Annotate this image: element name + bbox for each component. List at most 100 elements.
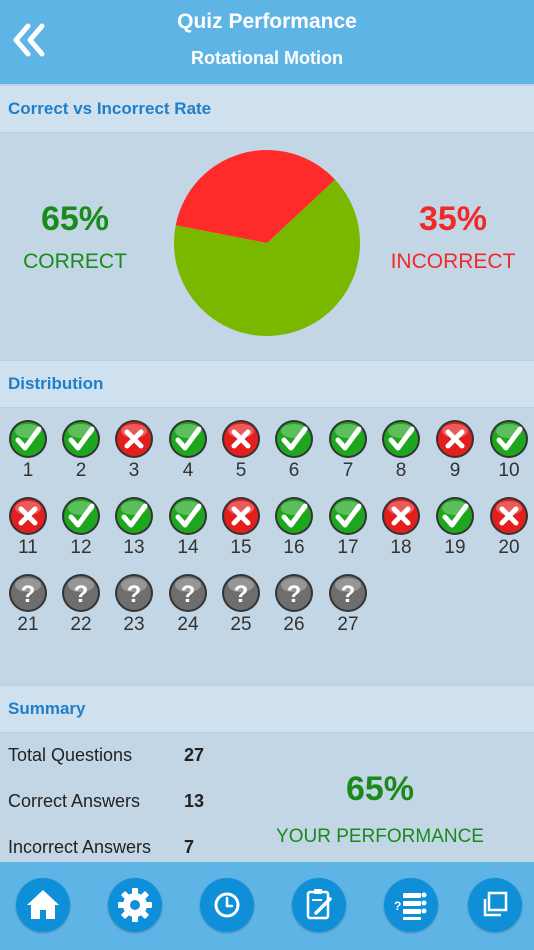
distribution-item: ? 25: [221, 573, 261, 643]
question-icon: ?: [329, 574, 367, 612]
distribution-item-number: 21: [17, 614, 39, 635]
incorrect-answers-value: 7: [184, 837, 195, 857]
svg-text:?: ?: [287, 581, 302, 608]
distribution-item-number: 17: [337, 537, 359, 558]
pie-slice-correct: [174, 179, 361, 336]
cross-icon: [382, 497, 420, 535]
distribution-item: 17: [328, 496, 368, 566]
rate-section-header: Correct vs Incorrect Rate: [0, 85, 534, 133]
questions-list-button[interactable]: ?: [384, 878, 438, 932]
svg-text:?: ?: [127, 581, 142, 608]
distribution-item: 13: [114, 496, 154, 566]
distribution-item-number: 1: [22, 460, 34, 481]
distribution-item-number: 26: [283, 614, 305, 635]
page-subtitle: Rotational Motion: [191, 48, 343, 68]
distribution-item-number: 19: [444, 537, 466, 558]
bottom-toolbar: ?: [0, 862, 534, 950]
total-questions-value: 27: [184, 745, 205, 765]
question-icon: ?: [115, 574, 153, 612]
distribution-item-number: 20: [498, 537, 520, 558]
distribution-item: ? 24: [168, 573, 208, 643]
distribution-item-number: 12: [70, 537, 92, 558]
distribution-item: 9: [435, 419, 475, 489]
cross-icon: [436, 420, 474, 458]
notes-button[interactable]: [292, 878, 346, 932]
distribution-item: 14: [168, 496, 208, 566]
distribution-item: 2: [61, 419, 101, 489]
double-chevron-left-icon: [13, 23, 45, 57]
distribution-item-number: 18: [390, 537, 412, 558]
correct-percentage: 65%: [40, 200, 110, 238]
cross-icon: [222, 420, 260, 458]
distribution-item-number: 25: [230, 614, 252, 635]
distribution-item: 15: [221, 496, 261, 566]
check-icon: [9, 420, 47, 458]
distribution-item: 4: [168, 419, 208, 489]
question-icon: ?: [9, 574, 47, 612]
correct-answers-label: Correct Answers: [8, 791, 141, 811]
check-icon: [169, 420, 207, 458]
question-icon: ?: [169, 574, 207, 612]
page-title: Quiz Performance: [177, 10, 357, 33]
svg-text:?: ?: [341, 581, 356, 608]
distribution-item: 5: [221, 419, 261, 489]
distribution-item-number: 16: [283, 537, 305, 558]
svg-text:?: ?: [74, 581, 89, 608]
incorrect-answers-label: Incorrect Answers: [8, 837, 152, 857]
copy-button[interactable]: [468, 878, 522, 932]
distribution-item: 7: [328, 419, 368, 489]
distribution-item: 6: [274, 419, 314, 489]
check-icon: [115, 497, 153, 535]
distribution-item-number: 2: [75, 460, 87, 481]
summary-section-header: Summary: [0, 685, 534, 733]
question-icon: ?: [275, 574, 313, 612]
distribution-item-number: 27: [337, 614, 359, 635]
distribution-item: 19: [435, 496, 475, 566]
distribution-item: 1: [8, 419, 48, 489]
distribution-item-number: 10: [498, 460, 520, 481]
cross-icon: [490, 497, 528, 535]
check-icon: [329, 420, 367, 458]
settings-button[interactable]: [108, 878, 162, 932]
distribution-item: 8: [381, 419, 421, 489]
check-icon: [436, 497, 474, 535]
copy-icon: [483, 891, 508, 917]
distribution-item-number: 4: [182, 460, 194, 481]
distribution-item-number: 22: [70, 614, 92, 635]
home-button[interactable]: [16, 878, 70, 932]
incorrect-label: INCORRECT: [390, 250, 516, 273]
svg-text:?: ?: [181, 581, 196, 608]
check-icon: [62, 497, 100, 535]
pie-slice-incorrect: [175, 149, 336, 243]
check-icon: [62, 420, 100, 458]
cross-icon: [9, 497, 47, 535]
distribution-item-number: 9: [449, 460, 461, 481]
summary-section-title: Summary: [8, 699, 86, 718]
distribution-item-number: 3: [128, 460, 140, 481]
performance-percentage: 65%: [345, 770, 415, 808]
correct-label: CORRECT: [23, 250, 127, 273]
distribution-item: ? 23: [114, 573, 154, 643]
distribution-item: 3: [114, 419, 154, 489]
performance-label: YOUR PERFORMANCE: [276, 826, 484, 847]
home-icon: [27, 890, 59, 919]
distribution-item-number: 5: [235, 460, 247, 481]
total-questions-label: Total Questions: [8, 745, 133, 765]
rate-section-title: Correct vs Incorrect Rate: [8, 99, 212, 118]
check-icon: [382, 420, 420, 458]
distribution-item: 18: [381, 496, 421, 566]
distribution-section-header: Distribution: [0, 360, 534, 408]
distribution-item-number: 15: [230, 537, 252, 558]
incorrect-percentage: 35%: [418, 200, 488, 238]
check-icon: [490, 420, 528, 458]
clock-icon: [214, 892, 240, 918]
history-button[interactable]: [200, 878, 254, 932]
header-bar: Quiz Performance Rotational Motion: [0, 0, 534, 84]
distribution-item-number: 8: [395, 460, 407, 481]
distribution-item: 11: [8, 496, 48, 566]
distribution-section-title: Distribution: [8, 374, 104, 393]
distribution-item: 12: [61, 496, 101, 566]
back-button[interactable]: [8, 18, 52, 62]
question-list-icon: ?: [394, 892, 427, 920]
correct-incorrect-pie-chart: [174, 149, 361, 336]
